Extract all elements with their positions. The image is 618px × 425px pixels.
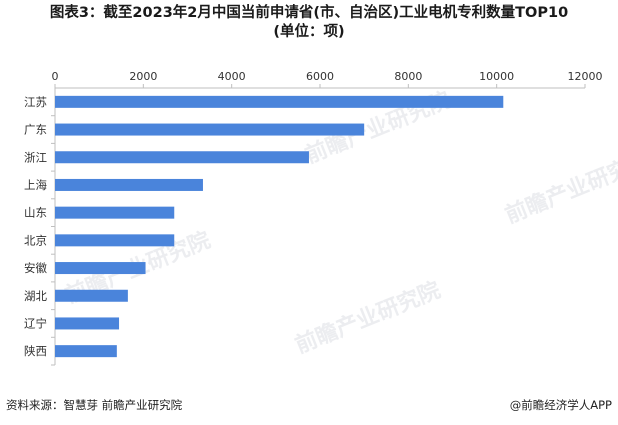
- x-tick-label: 10000: [479, 70, 514, 83]
- category-label: 江苏: [24, 95, 47, 109]
- x-tick-label: 0: [52, 70, 59, 83]
- category-label: 上海: [24, 178, 47, 192]
- bar: [55, 262, 146, 275]
- bar: [55, 317, 120, 330]
- bar: [55, 289, 128, 302]
- x-tick-label: 8000: [394, 70, 422, 83]
- x-tick-label: 12000: [568, 70, 603, 83]
- source-note: 资料来源：智慧芽 前瞻产业研究院: [6, 398, 183, 412]
- category-label: 安徽: [24, 261, 47, 275]
- bar: [55, 95, 504, 108]
- bar: [55, 178, 203, 191]
- x-tick-label: 6000: [306, 70, 334, 83]
- bar: [55, 123, 365, 136]
- category-label: 北京: [24, 233, 47, 247]
- bar: [55, 206, 175, 219]
- bar: [55, 345, 117, 358]
- chart-title: 图表3：截至2023年2月中国当前申请省(市、自治区)工业电机专利数量TOP10…: [0, 4, 618, 42]
- x-tick-label: 2000: [129, 70, 157, 83]
- category-label: 陕西: [24, 344, 47, 358]
- chart-title-line1: 图表3：截至2023年2月中国当前申请省(市、自治区)工业电机专利数量TOP10: [49, 5, 569, 21]
- category-label: 辽宁: [24, 316, 47, 330]
- category-label: 山东: [24, 206, 47, 220]
- category-label: 浙江: [24, 150, 47, 164]
- category-label: 广东: [24, 123, 47, 137]
- credit-note: @前瞻经济学人APP: [509, 398, 612, 412]
- bar: [55, 234, 175, 247]
- chart-title-line2: (单位：项): [273, 24, 345, 40]
- bar: [55, 151, 309, 164]
- category-label: 湖北: [24, 289, 47, 303]
- x-tick-label: 4000: [218, 70, 246, 83]
